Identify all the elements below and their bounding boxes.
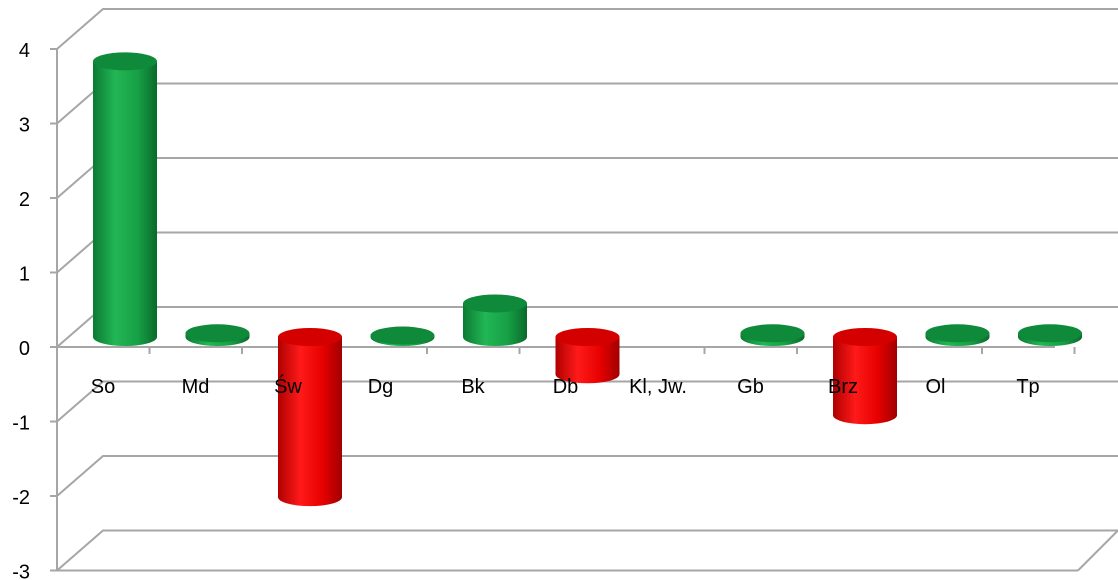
bar-cap: [833, 328, 897, 346]
bar-cap: [555, 328, 620, 346]
category-label: Brz: [828, 376, 858, 398]
category-label: Kl, Jw.: [629, 376, 687, 398]
bar-body: [463, 303, 527, 346]
bar-cap: [925, 324, 990, 343]
bar-cap: [463, 294, 527, 313]
category-label: Md: [182, 376, 210, 398]
category-label: Db: [553, 376, 579, 398]
gridline: [56, 157, 1118, 199]
category-label: Gb: [737, 376, 764, 398]
category-label: Tp: [1016, 376, 1039, 398]
bar: [278, 328, 342, 507]
category-label: Św: [274, 374, 302, 398]
bar-cap: [740, 324, 805, 343]
bar-cap: [278, 328, 342, 346]
bar-body: [555, 337, 620, 384]
y-tick-label: -1: [12, 413, 30, 435]
gridline: [56, 529, 1118, 572]
category-label: So: [91, 376, 115, 398]
category-labels: So Md Św Dg Bk Db Kl, Jw. Gb Brz Ol Tp: [91, 374, 1040, 398]
category-label: Bk: [461, 376, 485, 398]
gridline: [56, 455, 1118, 497]
category-label: Dg: [368, 376, 394, 398]
bar-cap: [1018, 324, 1082, 343]
gridline: [56, 82, 1118, 125]
gridlines: [56, 8, 1118, 572]
y-tick-label: 1: [19, 264, 30, 286]
floor-right-edge: [1077, 529, 1118, 572]
category-label: Ol: [926, 376, 946, 398]
bar: [185, 324, 250, 347]
gridline: [56, 231, 1118, 274]
y-tick-label: 0: [19, 338, 30, 360]
bar-cap: [185, 324, 250, 343]
bar-body: [93, 61, 157, 346]
bar: [463, 294, 527, 346]
bar: [1018, 324, 1082, 346]
y-tick-label: -2: [12, 487, 30, 509]
bar: [925, 324, 990, 347]
gridline: [56, 380, 1118, 423]
y-tick-label: 4: [19, 40, 30, 62]
bar: [833, 328, 897, 425]
gridline: [56, 8, 1118, 50]
bar-body: [833, 337, 897, 425]
bar: [555, 328, 620, 384]
y-tick-label: -3: [12, 562, 30, 580]
value-axis: 4 3 2 1 0 -1 -2 -3: [12, 40, 58, 580]
bar: [93, 52, 157, 346]
bar-cap: [93, 52, 157, 71]
bar: [370, 326, 435, 347]
y-tick-label: 3: [19, 115, 30, 137]
bar-cap: [370, 326, 435, 345]
bars: [93, 52, 1082, 507]
bar: [740, 324, 805, 347]
bar-body: [278, 337, 342, 507]
y-tick-label: 2: [19, 189, 30, 211]
